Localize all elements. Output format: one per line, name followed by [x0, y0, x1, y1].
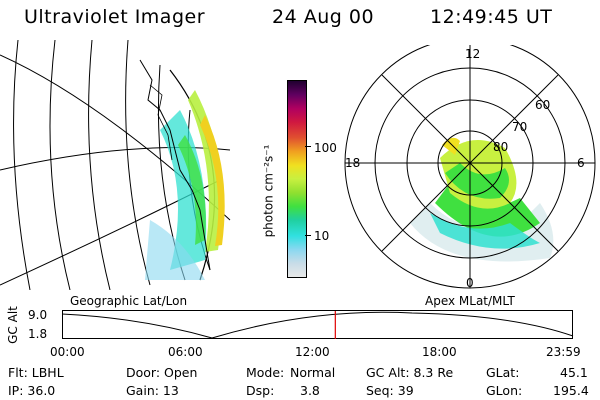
time-tick-0000: 00:00	[50, 345, 85, 359]
mlat-label-60: 60	[535, 98, 551, 112]
mlt-label-6: 6	[577, 156, 585, 170]
info-glat-label: GLat:	[486, 365, 520, 380]
mlt-label-0: 0	[466, 276, 474, 290]
colorbar	[287, 80, 307, 278]
time-tick-2359: 23:59	[546, 345, 581, 359]
info-seq: Seq: 39	[366, 383, 414, 398]
mlt-label-18: 18	[345, 156, 361, 170]
time-tick-0600: 06:00	[168, 345, 203, 359]
altitude-axis-label: GC Alt	[5, 306, 20, 344]
info-gcalt: GC Alt: 8.3 Re	[366, 365, 454, 380]
altitude-max-label: 9.0	[28, 308, 48, 322]
time-tick-1200: 12:00	[295, 345, 330, 359]
altitude-min-label: 1.8	[28, 327, 48, 341]
colorbar-tick-100: 100	[314, 141, 337, 155]
polar-plot	[344, 45, 596, 289]
info-door: Door: Open	[126, 365, 198, 380]
aurora-oval	[410, 137, 554, 262]
colorbar-unit-label: photon cm⁻²s⁻¹	[261, 144, 276, 238]
mlat-label-70: 70	[512, 120, 528, 134]
info-glat-value: 45.1	[560, 365, 588, 380]
mlat-label-80: 80	[493, 140, 509, 154]
date-display: 24 Aug 00	[272, 6, 375, 28]
colorbar-tick-10: 10	[314, 229, 330, 243]
aurora-emission	[145, 90, 225, 280]
info-dsp-value: 3.8	[300, 383, 320, 398]
altitude-timeline	[62, 310, 574, 339]
time-display: 12:49:45 UT	[430, 6, 553, 28]
info-mode-value: Normal	[290, 365, 336, 380]
geographic-panel-label: Geographic Lat/Lon	[70, 294, 188, 308]
info-glon-label: GLon:	[486, 383, 523, 398]
mlt-label-12: 12	[465, 47, 481, 61]
info-dsp-label: Dsp:	[246, 383, 275, 398]
app-title: Ultraviolet Imager	[24, 6, 206, 28]
geographic-image-panel	[0, 40, 231, 290]
info-flt: Flt: LBHL	[8, 365, 64, 380]
apex-panel-label: Apex MLat/MLT	[425, 294, 515, 308]
info-gain: Gain: 13	[126, 383, 179, 398]
info-glon-value: 195.4	[553, 383, 589, 398]
coastline	[139, 59, 211, 271]
info-mode-label: Mode:	[246, 365, 285, 380]
time-tick-1800: 18:00	[422, 345, 457, 359]
info-ip: IP: 36.0	[8, 383, 56, 398]
